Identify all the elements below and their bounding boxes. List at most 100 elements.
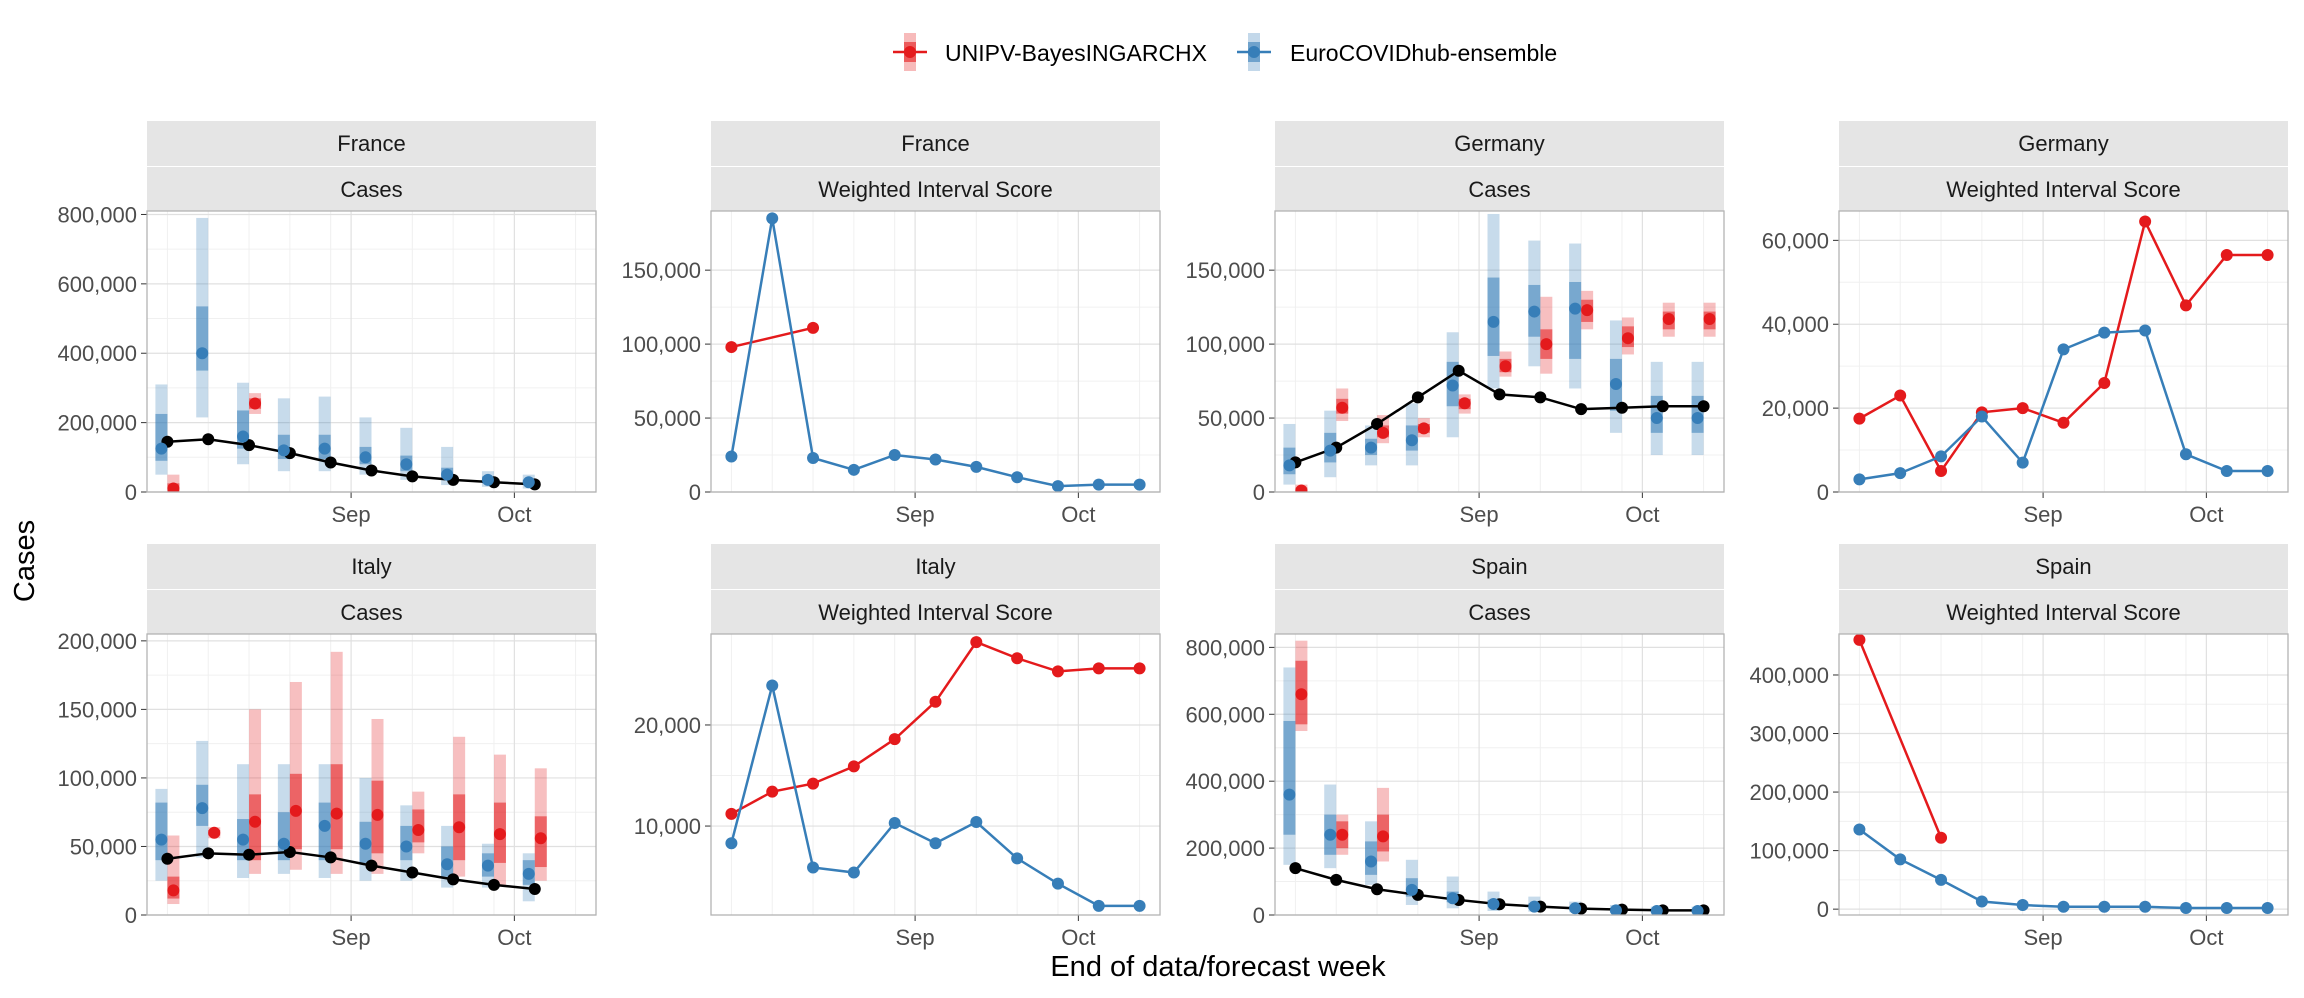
score-point — [2098, 376, 2111, 389]
score-point — [2261, 465, 2274, 478]
legend: UNIPV-BayesINGARCHX EuroCOVIDhub-ensemble — [893, 33, 1557, 71]
facet-panel: Italy Cases 0 50,000 100,000 150,000 200,000 Se… — [57, 544, 597, 950]
data-layer — [725, 212, 1146, 492]
observed-point — [1452, 364, 1465, 377]
observed-line — [167, 438, 535, 486]
score-point — [847, 866, 860, 879]
observed-point — [324, 851, 337, 864]
y-tick-label: 0 — [125, 480, 137, 505]
median-point — [359, 451, 372, 464]
y-tick-label: 20,000 — [634, 713, 701, 738]
x-tick-label: Sep — [896, 502, 935, 527]
y-tick-label: 300,000 — [1749, 722, 1829, 747]
strip-location — [1839, 544, 2288, 589]
score-point — [1935, 873, 1948, 886]
x-tick-label: Oct — [1625, 502, 1659, 527]
facet-panel: Germany Cases 0 50,000 100,000 150,000 Sep Oct — [1185, 121, 1725, 527]
strip-location-label: Germany — [1454, 131, 1544, 156]
score-line — [1858, 639, 1943, 839]
median-point — [1377, 426, 1390, 439]
median-point — [1365, 441, 1378, 454]
score-point — [807, 777, 820, 790]
median-point — [371, 808, 384, 821]
observed-point — [365, 859, 378, 872]
strip-metric-label: Weighted Interval Score — [1946, 177, 2180, 202]
score-point — [2179, 299, 2192, 312]
score-point — [929, 837, 942, 850]
score-line — [731, 326, 814, 349]
median-point — [1569, 302, 1582, 315]
observed-point — [406, 866, 419, 879]
y-tick-label: 200,000 — [1185, 836, 1265, 861]
data-layer — [1853, 215, 2274, 486]
interval-50-bar — [1569, 281, 1582, 359]
y-tick-label: 150,000 — [1185, 258, 1265, 283]
x-tick-label: Oct — [1061, 502, 1095, 527]
strip-location — [711, 121, 1160, 166]
score-point — [970, 816, 983, 829]
score-point — [807, 861, 820, 874]
facet-panel: Spain Weighted Interval Score 0 100,000 200,… — [1749, 544, 2289, 950]
strip-metric — [1839, 167, 2288, 211]
median-point — [277, 837, 290, 850]
median-point — [481, 473, 494, 486]
strip-location — [1275, 121, 1724, 166]
panel-border — [710, 210, 1161, 493]
x-tick-label: Sep — [1460, 502, 1499, 527]
y-tick-label: 0 — [125, 903, 137, 928]
strip-location-label: Italy — [915, 554, 955, 579]
median-point — [1703, 312, 1716, 325]
strip-location-label: France — [901, 131, 969, 156]
median-point — [1336, 401, 1349, 414]
median-point — [1365, 855, 1378, 868]
y-tick-label: 60,000 — [1762, 228, 1829, 253]
observed-point — [202, 433, 215, 446]
observed-point — [406, 470, 419, 483]
score-point — [1092, 662, 1105, 675]
median-point — [1405, 883, 1418, 896]
plot-area — [1275, 634, 1724, 915]
score-point — [2057, 416, 2070, 429]
observed-point — [283, 845, 296, 858]
strip-metric-label: Cases — [1468, 600, 1530, 625]
data-layer — [1283, 640, 1710, 915]
score-point — [2139, 324, 2152, 337]
median-point — [481, 859, 494, 872]
observed-point — [1330, 873, 1343, 886]
panel-border — [146, 633, 597, 916]
score-point — [2220, 465, 2233, 478]
plot-area — [711, 634, 1160, 915]
data-layer — [155, 217, 541, 492]
median-point — [1283, 459, 1296, 472]
score-point — [725, 837, 738, 850]
strip-metric — [711, 590, 1160, 634]
data-layer — [155, 651, 547, 905]
strip-location — [711, 544, 1160, 589]
median-point — [1569, 902, 1582, 915]
median-point — [1650, 412, 1663, 425]
y-tick-label: 150,000 — [57, 697, 137, 722]
median-point — [1528, 305, 1541, 318]
facet-panel: Italy Weighted Interval Score 10,000 20,000… — [634, 544, 1161, 950]
median-point — [1650, 904, 1663, 915]
median-point — [196, 802, 209, 815]
median-point — [318, 819, 331, 832]
median-point — [1487, 315, 1500, 328]
score-point — [725, 807, 738, 820]
score-point — [1935, 465, 1948, 478]
score-point — [1894, 467, 1907, 480]
y-tick-label: 200,000 — [1749, 780, 1829, 805]
legend-item: EuroCOVIDhub-ensemble — [1237, 33, 1557, 71]
score-point — [1935, 831, 1948, 844]
strip-metric-label: Weighted Interval Score — [1946, 600, 2180, 625]
strip-location — [1275, 544, 1724, 589]
strip-metric — [147, 590, 596, 634]
median-point — [289, 804, 302, 817]
median-point — [1446, 892, 1459, 905]
score-point — [807, 451, 820, 464]
y-tick-label: 0 — [689, 480, 701, 505]
median-point — [534, 832, 547, 845]
score-point — [2057, 343, 2070, 356]
interval-50-bar — [330, 764, 343, 850]
score-point — [1935, 450, 1948, 463]
